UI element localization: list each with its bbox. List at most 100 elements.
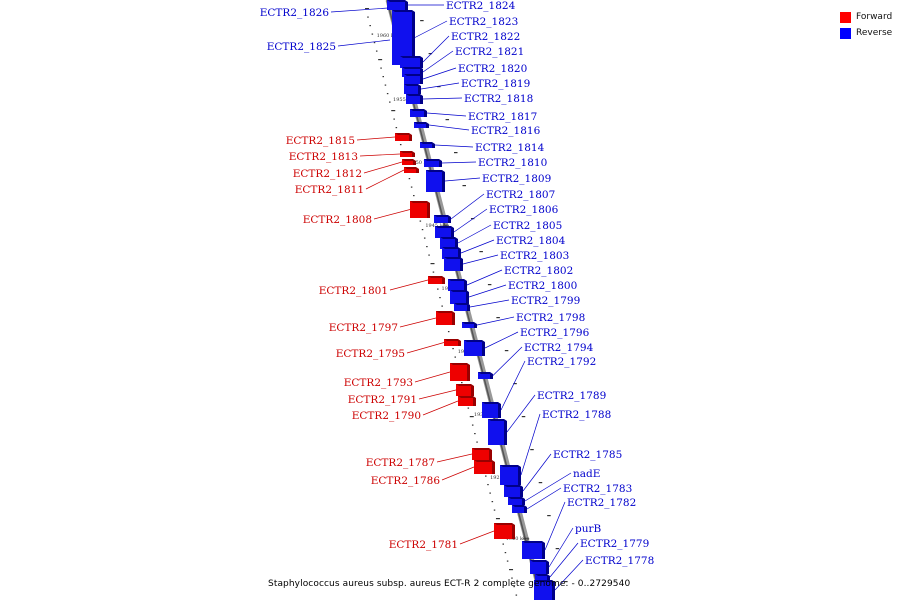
gene-feature bbox=[504, 485, 523, 497]
track-tick bbox=[469, 416, 474, 418]
track-tick bbox=[515, 594, 518, 596]
legend: Forward Reverse bbox=[840, 9, 892, 41]
leader-line bbox=[365, 169, 405, 190]
track-tick bbox=[386, 93, 389, 95]
gene-label-reverse: nadE bbox=[573, 468, 600, 480]
gene-label-reverse: ECTR2_1804 bbox=[496, 235, 566, 247]
gene-feature bbox=[404, 167, 419, 173]
track-tick bbox=[487, 284, 492, 286]
leader-line bbox=[428, 124, 470, 131]
leader-line bbox=[422, 97, 463, 100]
gene-feature bbox=[464, 340, 485, 356]
gene-feature bbox=[444, 339, 461, 346]
gene-feature bbox=[436, 311, 455, 325]
gene-label-reverse: ECTR2_1814 bbox=[475, 142, 545, 154]
gene-label-reverse: ECTR2_1820 bbox=[458, 63, 527, 75]
track-tick bbox=[476, 441, 478, 443]
track-tick bbox=[428, 254, 430, 256]
track-tick bbox=[506, 560, 509, 562]
gene-feature bbox=[454, 303, 470, 311]
track-tick bbox=[419, 220, 422, 222]
gene-feature bbox=[414, 122, 429, 128]
gene-label-reverse: ECTR2_1794 bbox=[524, 342, 594, 354]
track-tick bbox=[445, 119, 450, 121]
track-tick bbox=[439, 297, 441, 299]
leader-line bbox=[554, 559, 584, 591]
forward-swatch bbox=[840, 11, 851, 23]
gene-feature bbox=[435, 226, 454, 238]
track-tick bbox=[461, 382, 463, 384]
gene-feature bbox=[482, 402, 501, 418]
leader-line bbox=[389, 279, 429, 291]
kbp-tick-label: 1955 kbp bbox=[393, 97, 417, 103]
gene-feature bbox=[456, 384, 474, 396]
gene-label-forward: ECTR2_1813 bbox=[289, 151, 358, 163]
gene-label-reverse: ECTR2_1822 bbox=[451, 31, 520, 43]
track-tick bbox=[365, 8, 370, 10]
track-tick bbox=[399, 144, 402, 146]
label-leader-lines bbox=[330, 4, 584, 591]
track-tick bbox=[504, 552, 507, 554]
track-tick bbox=[454, 152, 458, 154]
gene-feature bbox=[395, 133, 412, 141]
gene-feature bbox=[410, 109, 427, 117]
track-tick bbox=[467, 407, 470, 409]
track-tick bbox=[378, 59, 383, 61]
leader-line bbox=[422, 67, 457, 80]
gene-label-reverse: purB bbox=[575, 523, 602, 535]
gene-feature bbox=[400, 56, 423, 68]
leader-line bbox=[406, 342, 445, 354]
leader-line bbox=[459, 530, 495, 545]
leader-line bbox=[522, 453, 552, 492]
gene-label-reverse: ECTR2_1817 bbox=[468, 111, 537, 123]
track-tick bbox=[428, 53, 433, 55]
gene-label-reverse: ECTR2_1802 bbox=[504, 265, 573, 277]
gene-label-reverse: ECTR2_1805 bbox=[493, 220, 562, 232]
kbp-tick-label: 1920 kbp bbox=[506, 536, 530, 542]
gene-feature bbox=[400, 151, 415, 157]
gene-feature bbox=[392, 10, 415, 65]
leader-line bbox=[524, 472, 572, 502]
gene-label-reverse: ECTR2_1785 bbox=[553, 449, 622, 461]
track-tick bbox=[495, 518, 500, 520]
track-tick bbox=[454, 356, 457, 358]
track-tick bbox=[432, 271, 435, 273]
leader-line bbox=[526, 487, 562, 510]
legend-reverse: Reverse bbox=[840, 25, 892, 41]
track-tick bbox=[369, 25, 371, 27]
gene-feature bbox=[508, 497, 525, 505]
gene-label-reverse: ECTR2_1816 bbox=[471, 125, 541, 137]
gene-label-forward: ECTR2_1812 bbox=[293, 168, 362, 180]
gene-feature bbox=[450, 290, 469, 304]
track-tick bbox=[423, 237, 426, 239]
leader-line bbox=[441, 466, 475, 481]
track-tick bbox=[441, 305, 443, 307]
leader-line bbox=[548, 527, 574, 568]
track-tick bbox=[564, 581, 568, 583]
leader-line bbox=[506, 394, 536, 433]
gene-label-forward: ECTR2_1801 bbox=[319, 285, 388, 297]
leader-line bbox=[420, 82, 460, 90]
leader-line bbox=[418, 389, 457, 400]
leader-line bbox=[457, 224, 492, 244]
gene-label-reverse: ECTR2_1809 bbox=[482, 173, 551, 185]
track-tick bbox=[437, 288, 439, 290]
gene-feature bbox=[404, 84, 421, 94]
gene-label-reverse: ECTR2_1789 bbox=[537, 390, 606, 402]
track-tick bbox=[474, 433, 476, 435]
gene-label-forward: ECTR2_1787 bbox=[366, 457, 435, 469]
leader-line bbox=[441, 161, 477, 164]
leader-line bbox=[544, 501, 566, 551]
leader-line bbox=[444, 177, 481, 182]
leader-line bbox=[399, 317, 437, 328]
gene-feature bbox=[428, 276, 445, 284]
gene-label-reverse: ECTR2_1788 bbox=[542, 409, 611, 421]
gene-feature bbox=[410, 201, 430, 218]
gene-feature bbox=[488, 419, 507, 445]
track-tick bbox=[395, 127, 398, 129]
gene-label-forward: ECTR2_1797 bbox=[329, 322, 398, 334]
gene-feature bbox=[474, 460, 495, 474]
leader-line bbox=[422, 50, 454, 73]
track-tick bbox=[430, 263, 435, 265]
